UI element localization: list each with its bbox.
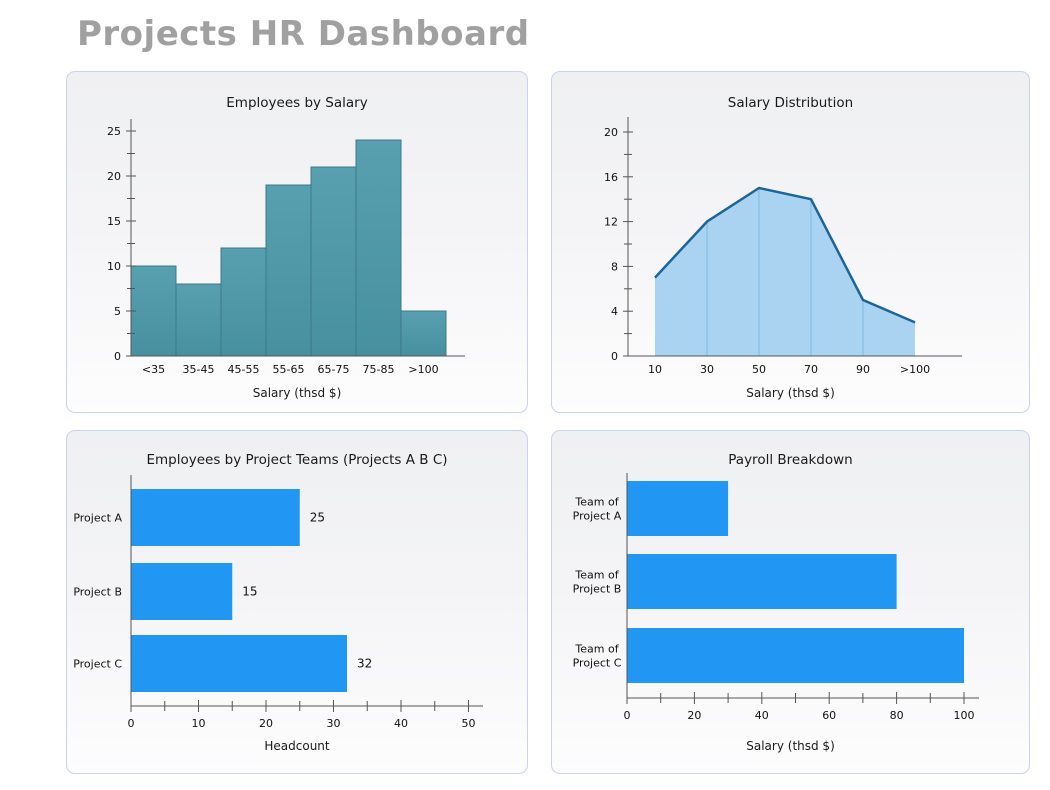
bar xyxy=(626,481,728,536)
x-tick-label: 20 xyxy=(259,717,273,730)
x-tick-label: 40 xyxy=(394,717,408,730)
bar xyxy=(131,563,233,620)
x-tick-label: 10 xyxy=(648,363,662,376)
value-label: 25 xyxy=(310,511,325,525)
x-tick-label: >100 xyxy=(899,363,929,376)
x-axis-title-salary: Salary (thsd $) xyxy=(252,386,342,400)
chart-title-project-teams: Employees by Project Teams (Projects A B… xyxy=(146,452,448,468)
category-label: Project A xyxy=(73,512,122,525)
histogram-bar xyxy=(130,265,177,357)
y-tick-label: 5 xyxy=(114,305,121,318)
x-tick-label: 65-75 xyxy=(318,363,350,376)
x-tick-label: 55-65 xyxy=(273,363,305,376)
x-tick-label: <35 xyxy=(142,363,165,376)
y-tick-label: 4 xyxy=(611,305,618,318)
chart-title-employees-by-salary: Employees by Salary xyxy=(226,95,368,111)
salary-distribution-chart: 0 4 8 12 16 20 10 30 50 70 90 >100 xyxy=(604,117,962,376)
category-label: Project C xyxy=(73,658,122,671)
x-axis-title-headcount: Headcount xyxy=(264,739,330,753)
category-label: Team of Project A xyxy=(572,496,621,523)
bar xyxy=(131,635,347,692)
y-tick-label: 0 xyxy=(114,350,121,363)
area-line xyxy=(653,186,915,324)
histogram-bar xyxy=(175,283,222,357)
x-tick-label: 30 xyxy=(700,363,714,376)
x-tick-label: 0 xyxy=(623,709,630,722)
x-axis-title-salary-distribution: Salary (thsd $) xyxy=(746,386,835,400)
y-tick-label: 8 xyxy=(611,260,618,273)
x-tick-label: 75-85 xyxy=(363,363,395,376)
bar xyxy=(131,489,300,546)
x-tick-label: 30 xyxy=(327,717,341,730)
panel-salary-distribution: Salary Distribution 0 4 8 12 16 20 10 30 50 70 90 >… xyxy=(551,71,1030,413)
value-label: 32 xyxy=(357,657,372,671)
y-tick-label: 12 xyxy=(604,216,618,229)
x-tick-label: 100 xyxy=(953,709,974,722)
histogram-bar xyxy=(265,184,312,357)
x-tick-label: 80 xyxy=(889,709,903,722)
category-label: Project B xyxy=(73,586,122,599)
chart-title-payroll-breakdown: Payroll Breakdown xyxy=(728,452,853,468)
category-label: Team of Project B xyxy=(572,569,621,596)
y-tick-label: 10 xyxy=(107,260,121,273)
panel-payroll-breakdown: Payroll Breakdown Team of Project A Team o… xyxy=(551,430,1030,774)
x-tick-label: 60 xyxy=(822,709,836,722)
bar xyxy=(626,628,964,683)
y-tick-label: 15 xyxy=(107,215,121,228)
y-tick-label: 25 xyxy=(107,125,121,138)
x-tick-label: >100 xyxy=(408,363,438,376)
employees-by-salary-chart: <35 35-45 45-55 55-65 65-75 75-85 >100 0 5 10 15 20… xyxy=(107,119,465,376)
value-label: 15 xyxy=(242,585,257,599)
histogram-bar xyxy=(220,247,267,357)
x-tick-label: 90 xyxy=(856,363,870,376)
x-tick-label: 20 xyxy=(687,709,701,722)
y-tick-label: 20 xyxy=(604,126,618,139)
histogram-bar xyxy=(355,139,402,357)
x-tick-label: 10 xyxy=(192,717,206,730)
x-tick-label: 50 xyxy=(752,363,766,376)
x-tick-label: 70 xyxy=(804,363,818,376)
x-tick-label: 0 xyxy=(128,717,135,730)
payroll-breakdown-chart: Team of Project A Team of Project B Team of P… xyxy=(572,473,979,722)
chart-title-salary-distribution: Salary Distribution xyxy=(727,95,854,111)
x-tick-label: 35-45 xyxy=(183,363,215,376)
x-tick-label: 45-55 xyxy=(228,363,260,376)
y-tick-label: 0 xyxy=(611,350,618,363)
x-tick-label: 50 xyxy=(462,717,476,730)
category-label: Team of Project C xyxy=(572,643,621,670)
histogram-bar xyxy=(400,310,447,357)
histogram-bar xyxy=(310,166,357,357)
y-tick-label: 20 xyxy=(107,170,121,183)
panel-employees-by-project-teams: Employees by Project Teams (Projects A B… xyxy=(66,430,528,774)
bar xyxy=(626,554,897,609)
y-tick-label: 16 xyxy=(604,171,618,184)
employees-by-project-teams-chart: Project A 25 Project B 15 Project C 32 0 10 20 30… xyxy=(73,475,483,730)
area-fill xyxy=(654,188,915,356)
x-tick-label: 40 xyxy=(754,709,768,722)
page-title: Projects HR Dashboard xyxy=(77,14,530,54)
x-axis-title-payroll-salary: Salary (thsd $) xyxy=(746,739,835,753)
panel-employees-by-salary: Employees by Salary <35 35-45 45-55 55-65 65… xyxy=(66,71,528,413)
